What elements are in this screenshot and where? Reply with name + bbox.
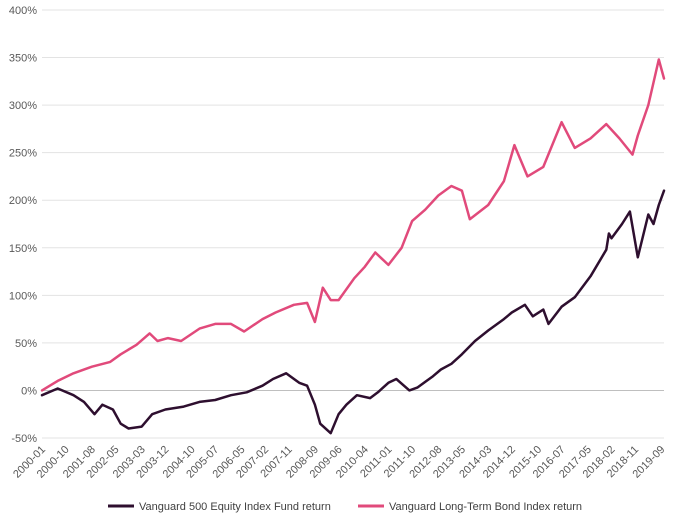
y-tick-label: -50% [11, 433, 37, 445]
y-tick-label: 150% [9, 243, 37, 255]
y-tick-label: 100% [9, 290, 37, 302]
legend-label: Vanguard Long-Term Bond Index return [389, 501, 582, 513]
legend: Vanguard 500 Equity Index Fund return Van… [108, 501, 582, 513]
y-tick-label: 50% [15, 338, 37, 350]
legend-label: Vanguard 500 Equity Index Fund return [139, 501, 331, 513]
gridlines [42, 9, 664, 439]
series-line-1 [40, 189, 666, 435]
y-tick-label: 350% [9, 53, 37, 65]
y-tick-label: 400% [9, 5, 37, 17]
series-line-2 [40, 58, 666, 392]
y-tick-label: 200% [9, 195, 37, 207]
series-lines [40, 58, 666, 435]
y-tick-label: 300% [9, 100, 37, 112]
y-axis-tick-labels: -50% 0% 50% 100% 150% 200% 250% 300% 350% 400% [9, 5, 37, 445]
y-tick-label: 250% [9, 148, 37, 160]
x-axis-tick-labels: 2000-012000-102001-082002-052003-032003-… [11, 444, 667, 481]
y-tick-label: 0% [21, 385, 37, 397]
